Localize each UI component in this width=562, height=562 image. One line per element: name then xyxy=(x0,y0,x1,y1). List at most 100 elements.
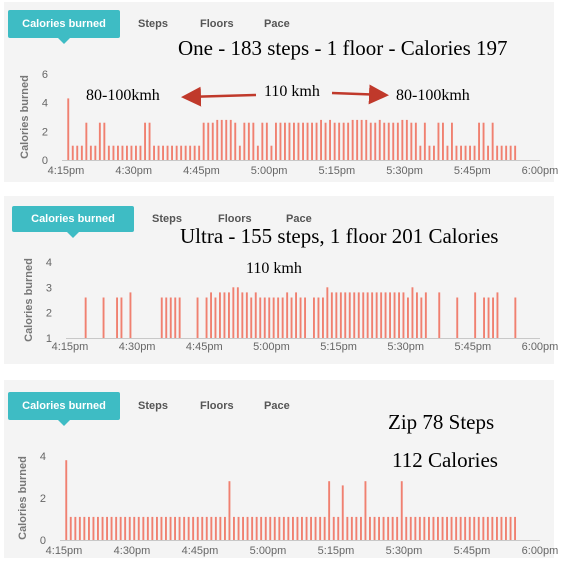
bar xyxy=(477,516,480,540)
bar xyxy=(438,292,441,338)
bar xyxy=(94,145,97,160)
tab-floors[interactable]: Floors xyxy=(200,18,234,30)
bar xyxy=(243,122,246,160)
bar xyxy=(378,119,381,160)
bar xyxy=(433,145,435,160)
bar xyxy=(238,145,241,160)
bar xyxy=(392,122,395,160)
bar xyxy=(85,122,88,160)
bar xyxy=(196,297,199,338)
bar xyxy=(137,516,140,540)
bar xyxy=(129,292,132,338)
bar xyxy=(500,516,503,540)
bar xyxy=(373,516,376,540)
bar xyxy=(405,516,408,540)
bar xyxy=(469,145,471,160)
bar xyxy=(387,122,390,160)
x-tick-label: 4:15pm xyxy=(46,545,83,557)
bar xyxy=(202,122,205,160)
bar xyxy=(514,516,516,540)
bar xyxy=(146,516,149,540)
bar xyxy=(364,481,367,540)
bar xyxy=(409,516,412,540)
bar xyxy=(378,516,380,540)
x-tick-label: 5:00pm xyxy=(251,165,288,177)
bar xyxy=(391,516,394,540)
x-tick-label: 6:00pm xyxy=(522,545,559,557)
calories-chart-zip: 0 2 4 Calories burned 4:15pm 4:30pm 4:45pm 5:00… xyxy=(17,451,559,557)
bar xyxy=(284,122,286,160)
bar xyxy=(411,287,414,338)
bar xyxy=(317,297,320,338)
bar xyxy=(229,119,232,160)
bar xyxy=(407,297,409,338)
bar xyxy=(270,145,273,160)
tab-steps[interactable]: Steps xyxy=(138,400,168,412)
tab-calories-burned[interactable]: Calories burned xyxy=(8,10,120,44)
bar xyxy=(121,145,124,160)
bar xyxy=(482,122,485,160)
bar xyxy=(247,122,250,160)
bar xyxy=(451,122,453,160)
bar xyxy=(474,292,477,338)
bar xyxy=(339,292,342,338)
y-axis-label: Calories burned xyxy=(17,456,29,540)
tab-pace[interactable]: Pace xyxy=(286,213,312,225)
x-tick-label: 6:00pm xyxy=(522,165,559,177)
bar xyxy=(110,516,113,540)
bar xyxy=(236,287,239,338)
y-tick-label: 2 xyxy=(40,493,46,505)
x-tick-label: 4:15pm xyxy=(52,341,89,353)
bar xyxy=(509,516,512,540)
tab-pace[interactable]: Pace xyxy=(264,18,290,30)
bar xyxy=(277,297,280,338)
bar xyxy=(198,145,201,160)
tab-steps[interactable]: Steps xyxy=(138,18,168,30)
bar xyxy=(232,287,235,338)
tab-steps[interactable]: Steps xyxy=(152,213,182,225)
bar xyxy=(468,516,471,540)
tab-floors[interactable]: Floors xyxy=(218,213,252,225)
bar xyxy=(326,287,329,338)
bar xyxy=(210,516,213,540)
x-tick-label: 4:45pm xyxy=(186,341,223,353)
tab-pace[interactable]: Pace xyxy=(264,400,290,412)
bar xyxy=(416,292,418,338)
tab-calories-burned[interactable]: Calories burned xyxy=(12,206,134,238)
bar xyxy=(301,516,303,540)
bar xyxy=(491,516,494,540)
bar xyxy=(205,297,208,338)
bar xyxy=(414,516,417,540)
bar xyxy=(286,292,289,338)
y-axis-label: Calories burned xyxy=(23,258,35,342)
bar xyxy=(362,292,365,338)
bar xyxy=(160,297,163,338)
bar xyxy=(180,145,183,160)
bar xyxy=(214,516,217,540)
bar xyxy=(384,292,387,338)
bar xyxy=(396,516,399,540)
annotation-steps: Zip 78 Steps xyxy=(388,410,495,434)
bar xyxy=(446,145,449,160)
bar xyxy=(348,292,351,338)
x-tick-label: 5:45pm xyxy=(454,165,491,177)
bar xyxy=(473,516,476,540)
bar xyxy=(139,145,142,160)
bar xyxy=(297,122,300,160)
tab-floors[interactable]: Floors xyxy=(200,400,234,412)
bar xyxy=(400,481,403,540)
bar xyxy=(405,119,408,160)
bar xyxy=(293,122,295,160)
bar xyxy=(268,297,271,338)
bar xyxy=(337,516,340,540)
tab-calories-burned[interactable]: Calories burned xyxy=(8,392,120,426)
bar xyxy=(282,516,285,540)
bar xyxy=(290,297,293,338)
annotation-center-speed: 110 kmh xyxy=(264,83,320,100)
bar xyxy=(374,122,377,160)
bar xyxy=(496,292,499,338)
x-tick-label: 5:45pm xyxy=(454,545,491,557)
calories-chart-ultra: 1 2 3 4 Calories burned 4:15pm 4:30pm 4:45pm 5:0… xyxy=(23,257,558,353)
bar xyxy=(437,516,439,540)
bar xyxy=(115,516,118,540)
